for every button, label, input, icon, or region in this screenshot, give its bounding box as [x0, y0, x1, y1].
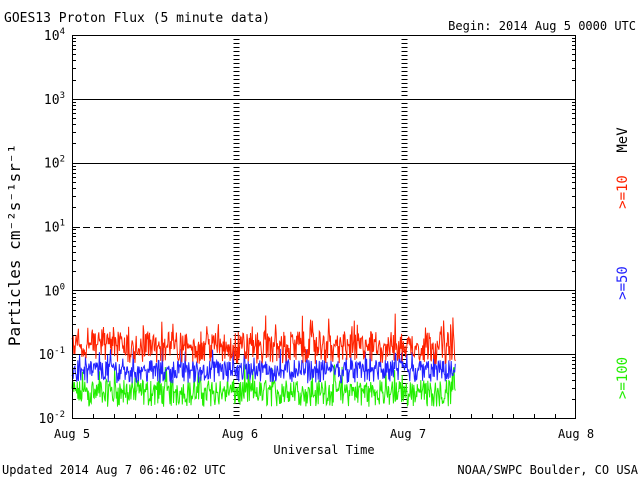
y-tick-label: 104	[44, 27, 65, 44]
y-axis-label: Particles cm⁻²s⁻¹sr⁻¹	[5, 144, 24, 346]
x-tick-label: Aug 8	[558, 427, 594, 441]
series-line	[71, 364, 456, 408]
plot-frame	[72, 35, 576, 419]
y-tick-label: 10-2	[39, 410, 66, 427]
x-axis-label: Universal Time	[273, 443, 374, 457]
y-tick-label: 103	[44, 91, 65, 108]
series-line	[71, 313, 456, 365]
x-axis: Aug 5 Aug 6 Aug 7 Aug 8	[54, 414, 594, 441]
begin-date: Begin: 2014 Aug 5 0000 UTC	[448, 19, 636, 33]
x-tick-label: Aug 6	[222, 427, 258, 441]
y-axis: 10-2 10-1 100 101 102 103 104	[39, 27, 576, 427]
y-tick-label: 102	[44, 155, 65, 172]
chart-title: GOES13 Proton Flux (5 minute data)	[4, 11, 270, 26]
x-tick-label: Aug 5	[54, 427, 90, 441]
updated-timestamp: Updated 2014 Aug 7 06:46:02 UTC	[2, 463, 226, 477]
x-tick-label: Aug 7	[390, 427, 426, 441]
legend-unit: MeV	[615, 127, 631, 153]
y-tick-label: 100	[44, 282, 65, 299]
legend: MeV >=10 >=50 >=100	[615, 127, 631, 399]
legend-entry: >=10	[615, 175, 631, 209]
legend-entry: >=50	[615, 266, 631, 300]
legend-entry: >=100	[615, 357, 631, 399]
series-line	[71, 346, 456, 384]
y-tick-label: 10-1	[39, 346, 66, 363]
y-tick-label: 101	[44, 219, 65, 236]
grid	[72, 35, 576, 418]
credit: NOAA/SWPC Boulder, CO USA	[457, 463, 638, 477]
data-series	[71, 313, 456, 408]
